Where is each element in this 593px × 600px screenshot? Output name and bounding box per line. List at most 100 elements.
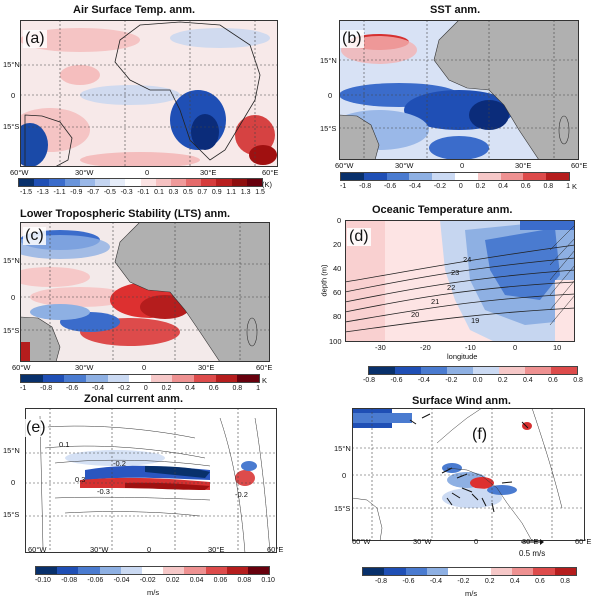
cbar-tick: -0.6 (402, 578, 415, 585)
panel-b-xtick: 0 (460, 161, 465, 170)
panel-f-map (352, 408, 585, 541)
cbar-tick: 0.0 (472, 377, 483, 384)
cbar-tick: 0.6 (520, 183, 531, 190)
cbar-tick: -0.1 (137, 189, 150, 196)
panel-f-reference-vector: 0.5 m/s (519, 549, 546, 558)
cbar-tick: -0.6 (390, 377, 403, 384)
panel-e-cbar-unit: m/s (147, 588, 160, 597)
panel-f-label: (f) (472, 426, 488, 443)
panel-c-xtick: 30°E (198, 363, 215, 372)
panel-b-map (339, 20, 579, 160)
panel-e-xtick: 60°W (28, 545, 47, 554)
panel-d-contour-label: 21 (431, 297, 440, 306)
panel-a-xtick: 30°W (75, 168, 94, 177)
cbar-tick: -0.8 (363, 377, 376, 384)
cbar-tick: 0.6 (208, 385, 219, 392)
panel-e-ytick: 15°N (3, 446, 20, 455)
panel-b-label: (b) (340, 30, 364, 48)
cbar-tick: -0.4 (408, 183, 422, 190)
cbar-tick: -0.8 (40, 385, 53, 392)
panel-c-xtick: 60°E (256, 363, 273, 372)
panel-c-ytick: 15°S (3, 326, 20, 335)
panel-a-ytick: 15°N (3, 60, 20, 69)
cbar-tick: 0.8 (573, 377, 583, 384)
panel-d-contour-label: 23 (451, 268, 460, 277)
cbar-tick: -0.6 (384, 183, 397, 190)
cbar-tick: 0.02 (165, 577, 180, 584)
panel-b-xtick: 60°W (335, 161, 354, 170)
cbar-tick: 0.8 (232, 385, 243, 392)
panel-e-contour-label: -0.2 (113, 459, 126, 468)
cbar-tick: -0.06 (87, 577, 104, 584)
panel-a-xtick: 0 (145, 168, 150, 177)
panel-e-xtick: 30°W (90, 545, 109, 554)
cbar-tick: -0.8 (359, 183, 372, 190)
panel-e-map (25, 408, 277, 553)
panel-b-colorbar (340, 172, 570, 181)
panel-b-xtick: 30°W (395, 161, 414, 170)
cbar-tick: 1.3 (240, 189, 251, 196)
panel-b-xtick: 60°E (571, 161, 588, 170)
panel-d-ytick: 0 (337, 216, 342, 225)
cbar-tick: 0.4 (509, 578, 520, 585)
cbar-tick: -0.04 (113, 577, 130, 584)
panel-d-contour-label: 19 (471, 316, 480, 325)
panel-b-xtick: 30°E (515, 161, 532, 170)
panel-f-ytick: 15°N (334, 444, 351, 453)
cbar-tick: -0.2 (445, 377, 458, 384)
panel-d-ytick: 20 (333, 240, 342, 249)
cbar-tick: 0.6 (535, 578, 545, 585)
panel-c-map (20, 222, 270, 362)
cbar-tick: 0.5 (183, 189, 193, 196)
panel-d-ytick: 100 (329, 337, 342, 346)
panel-c-label: (c) (23, 227, 46, 245)
reference-arrow-icon (521, 539, 544, 545)
panel-d-colorbar (368, 366, 578, 375)
panel-a-cbar-unit: (K) (262, 180, 272, 189)
panel-d-ylabel: depth (m) (319, 264, 329, 297)
panel-f-colorbar (362, 567, 577, 576)
cbar-tick: 0.9 (211, 189, 222, 196)
panel-d-xtick: 10 (553, 343, 562, 352)
cbar-tick: -0.2 (433, 183, 446, 190)
cbar-tick: 0.1 (154, 189, 164, 196)
cbar-tick: -0.2 (457, 578, 470, 585)
cbar-tick: -0.7 (87, 189, 100, 196)
cbar-tick: -0.2 (117, 385, 130, 392)
cbar-tick: 1.1 (226, 189, 237, 196)
cbar-tick: -0.10 (35, 577, 51, 584)
panel-d-contour-label: 20 (411, 310, 420, 319)
cbar-tick: -0.08 (61, 577, 78, 584)
panel-e-cbar-ticks: -0.10 -0.08 -0.06 -0.04 -0.02 0.02 0.04 … (35, 577, 275, 584)
panel-d-xtick: 0 (513, 343, 518, 352)
cbar-tick: 0 (143, 385, 148, 392)
panel-d-xtick: -20 (420, 343, 431, 352)
panel-a-xtick: 30°E (200, 168, 217, 177)
panel-f-ytick: 15°S (334, 504, 351, 513)
panel-c-cbar-unit: K (262, 376, 268, 385)
cbar-tick: 0.2 (497, 377, 508, 384)
panel-e-contour-label: 0.1 (59, 440, 70, 449)
panel-e-colorbar (35, 566, 270, 575)
panel-e-xtick: 60°E (267, 545, 284, 554)
panel-e-xtick: 30°E (208, 545, 225, 554)
panel-f-xtick: 60°E (575, 537, 592, 546)
panel-a-ytick: 0 (11, 91, 16, 100)
panel-d-title: Oceanic Temperature anm. (372, 204, 513, 216)
panel-a-label: (a) (23, 30, 47, 48)
cbar-tick: -1 (20, 385, 27, 392)
panel-d-label: (d) (347, 228, 371, 246)
cbar-tick: -0.4 (417, 377, 430, 384)
cbar-tick: 0 (458, 183, 463, 190)
cbar-tick: 0.4 (522, 377, 533, 384)
cbar-tick: 0.2 (484, 578, 495, 585)
cbar-tick: -0.02 (139, 577, 156, 584)
panel-e-ytick: 0 (11, 478, 16, 487)
panel-a-xtick: 60°W (10, 168, 29, 177)
panel-e-title: Zonal current anm. (84, 393, 184, 405)
cbar-tick: -0.4 (91, 385, 105, 392)
panel-a-map (20, 20, 278, 167)
panel-d-cbar-ticks: -0.8 -0.6 -0.4 -0.2 0.0 0.2 0.4 0.6 0.8 (363, 377, 583, 384)
panel-b-cbar-ticks: -1 -0.8 -0.6 -0.4 -0.2 0 0.2 0.4 0.6 0.8… (340, 183, 570, 190)
cbar-tick: 0.7 (197, 189, 208, 196)
